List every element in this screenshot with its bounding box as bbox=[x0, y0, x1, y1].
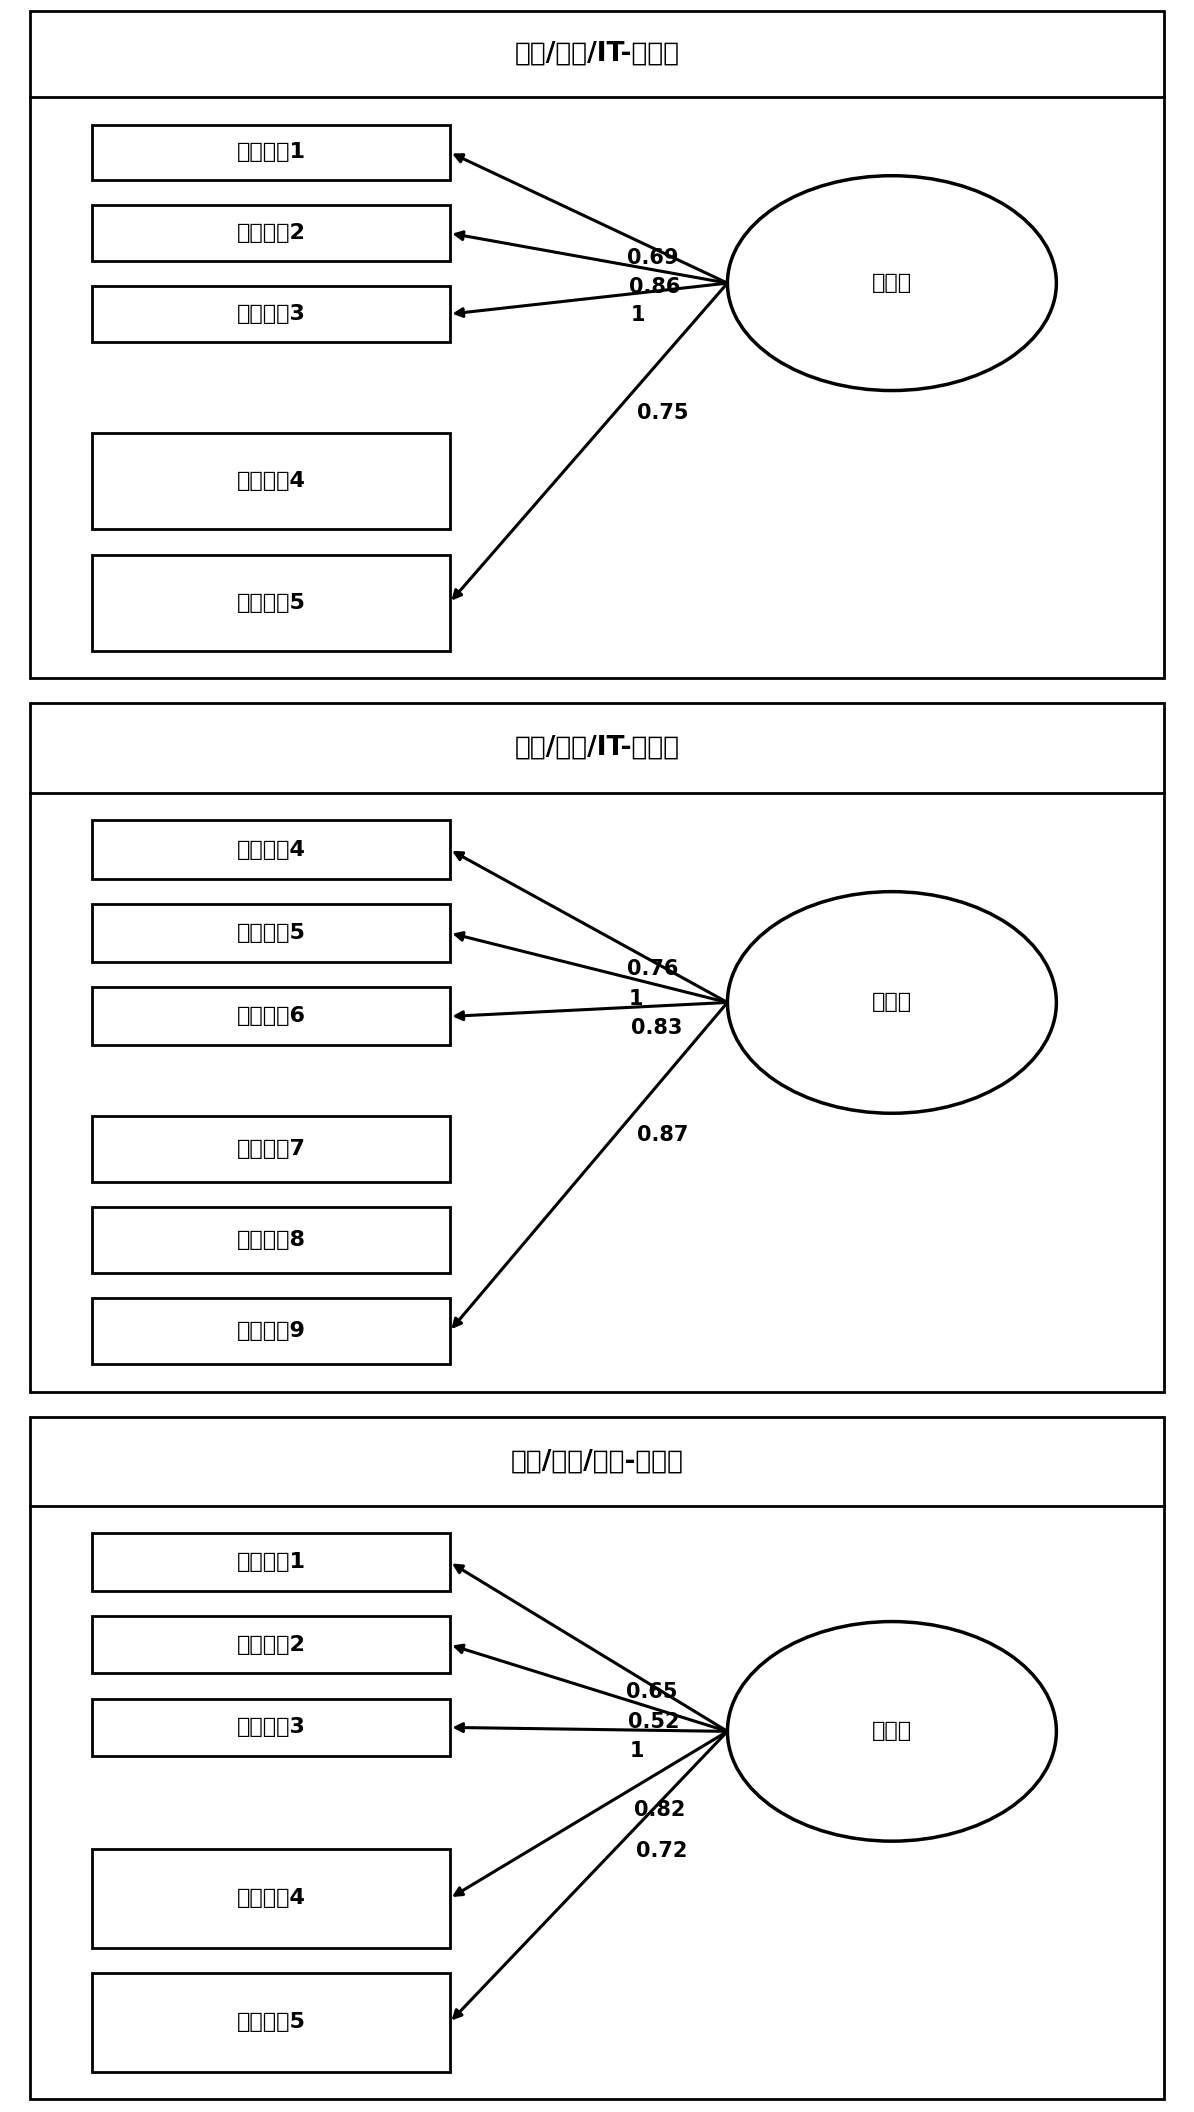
Bar bbox=[92, 1616, 449, 1673]
Text: 评价要素3: 评价要素3 bbox=[236, 1717, 306, 1738]
Text: 0.87: 0.87 bbox=[636, 1126, 688, 1145]
Text: 评价要素6: 评价要素6 bbox=[236, 1007, 306, 1026]
Text: 化学/生物/材料-权利性: 化学/生物/材料-权利性 bbox=[511, 1449, 683, 1474]
Bar bbox=[92, 125, 449, 180]
Bar bbox=[92, 205, 449, 262]
Text: 0.69: 0.69 bbox=[627, 247, 678, 268]
Text: 1: 1 bbox=[630, 1740, 645, 1761]
Bar bbox=[30, 11, 1164, 678]
Text: 评价要素5: 评价要素5 bbox=[236, 2013, 306, 2032]
Bar bbox=[92, 1208, 449, 1274]
Text: 权利性: 权利性 bbox=[872, 1721, 912, 1742]
Text: 评价要素2: 评价要素2 bbox=[236, 1635, 306, 1654]
Text: 评价要素1: 评价要素1 bbox=[236, 1552, 306, 1571]
Text: 0.65: 0.65 bbox=[627, 1681, 678, 1702]
Text: 0.72: 0.72 bbox=[636, 1842, 688, 1861]
Text: 0.86: 0.86 bbox=[629, 277, 681, 296]
Text: 评价要素4: 评价要素4 bbox=[236, 838, 306, 860]
Ellipse shape bbox=[727, 175, 1057, 391]
Bar bbox=[92, 988, 449, 1045]
Text: 评价要素5: 评价要素5 bbox=[236, 923, 306, 942]
Text: 权利性: 权利性 bbox=[872, 272, 912, 294]
Bar bbox=[92, 1698, 449, 1755]
Text: 评价要素7: 评价要素7 bbox=[236, 1138, 306, 1159]
Ellipse shape bbox=[727, 1622, 1057, 1842]
Bar bbox=[92, 555, 449, 650]
Text: 1: 1 bbox=[628, 988, 644, 1010]
Bar bbox=[92, 1850, 449, 1947]
Text: 1: 1 bbox=[630, 304, 646, 325]
Text: 评价要素3: 评价要素3 bbox=[236, 304, 306, 323]
Bar bbox=[30, 703, 1164, 1392]
Text: 评价要素4: 评价要素4 bbox=[236, 1888, 306, 1909]
Text: 0.83: 0.83 bbox=[630, 1018, 682, 1039]
Text: 0.75: 0.75 bbox=[636, 403, 688, 422]
Text: 技术性: 技术性 bbox=[872, 993, 912, 1012]
Bar bbox=[92, 287, 449, 342]
Bar bbox=[92, 1299, 449, 1364]
Text: 评价要素1: 评价要素1 bbox=[236, 142, 306, 163]
Bar bbox=[92, 1117, 449, 1183]
Text: 评价要素4: 评价要素4 bbox=[236, 471, 306, 492]
Bar bbox=[92, 819, 449, 879]
Text: 0.76: 0.76 bbox=[627, 959, 678, 980]
Bar bbox=[30, 1417, 1164, 2099]
Text: 电气/电子/IT-技术性: 电气/电子/IT-技术性 bbox=[515, 735, 679, 760]
Bar bbox=[92, 1533, 449, 1590]
Text: 评价要素9: 评价要素9 bbox=[236, 1322, 306, 1341]
Text: 评价要素5: 评价要素5 bbox=[236, 593, 306, 612]
Ellipse shape bbox=[727, 891, 1057, 1113]
Bar bbox=[92, 1973, 449, 2072]
Bar bbox=[92, 433, 449, 530]
Bar bbox=[92, 904, 449, 963]
Text: 评价要素2: 评价要素2 bbox=[236, 224, 306, 243]
Text: 电气/电子/IT-权利性: 电气/电子/IT-权利性 bbox=[515, 40, 679, 68]
Text: 0.82: 0.82 bbox=[634, 1799, 685, 1821]
Text: 评价要素8: 评价要素8 bbox=[236, 1231, 306, 1250]
Text: 0.52: 0.52 bbox=[628, 1713, 679, 1732]
